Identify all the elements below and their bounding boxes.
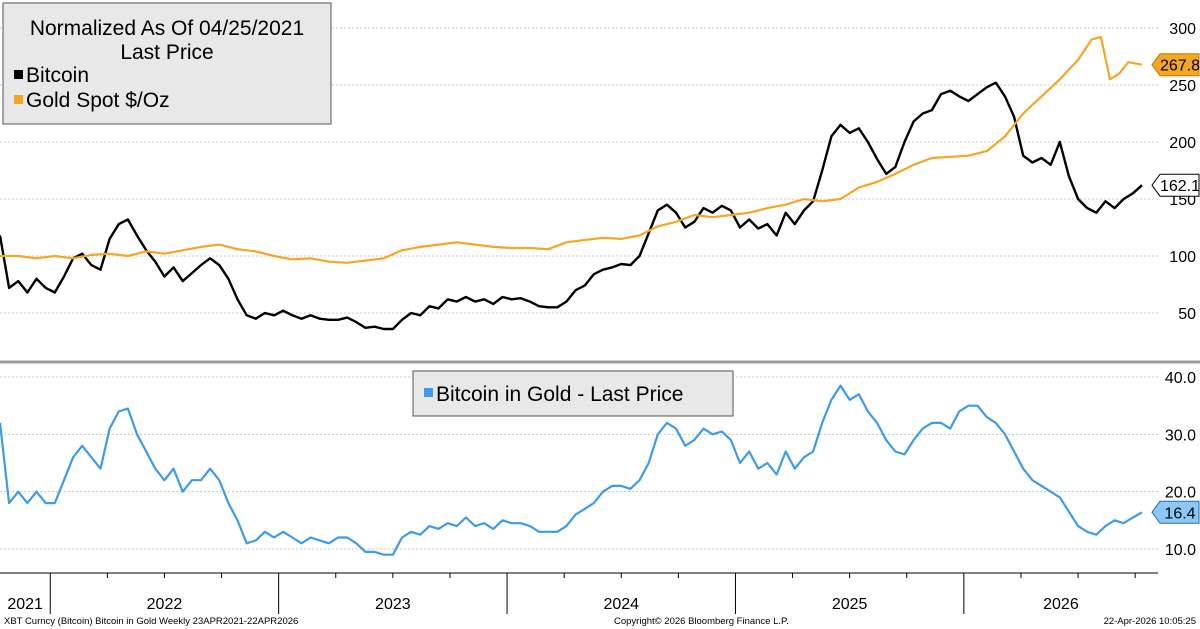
top-y-tick-label: 300 xyxy=(1169,21,1196,38)
bitcoin-in-gold-legend-swatch xyxy=(424,388,433,397)
gold-legend-swatch xyxy=(14,95,23,104)
top-y-tick-label: 50 xyxy=(1178,306,1196,323)
top-chart-subtitle: Last Price xyxy=(120,41,213,64)
bottom-last-value-tag-label: 16.4 xyxy=(1164,505,1195,522)
bottom-last-value-tags: 16.4 xyxy=(1151,500,1200,524)
bitcoin-legend-swatch xyxy=(14,70,23,79)
bottom-series-line xyxy=(0,384,1143,556)
bitcoin-in-gold-legend-label: Bitcoin in Gold - Last Price xyxy=(436,383,683,406)
bitcoin-legend-label: Bitcoin xyxy=(26,64,89,87)
bottom-y-tick-label: 40.0 xyxy=(1165,370,1196,387)
top-series-bitcoin xyxy=(0,81,1143,331)
bottom-y-tick-label: 30.0 xyxy=(1165,427,1196,444)
footer-timestamp: 22-Apr-2026 10:05:25 xyxy=(1103,616,1196,627)
top-y-tick-label: 250 xyxy=(1169,78,1196,95)
top-last-value-tag: 267.8 xyxy=(1151,53,1200,77)
top-last-value-tag-shape xyxy=(1151,53,1200,77)
top-series-gold-spot-oz xyxy=(0,36,1143,264)
bottom-y-tick-label: 10.0 xyxy=(1165,542,1196,559)
top-last-value-tag-shape xyxy=(1151,173,1200,197)
bottom-legend: Bitcoin in Gold - Last Price xyxy=(412,370,734,417)
gold-legend-label: Gold Spot $/Oz xyxy=(26,89,170,112)
bottom-series-bitcoin-in-gold xyxy=(0,384,1143,556)
bottom-last-value-tag: 16.4 xyxy=(1151,500,1200,524)
bottom-gridlines xyxy=(0,376,1158,550)
x-axis-year-label: 2023 xyxy=(375,596,411,613)
top-chart-title: Normalized As Of 04/25/2021 xyxy=(30,17,304,40)
top-last-value-tags: 162.1 267.8 xyxy=(1151,53,1200,197)
x-axis-year-label: 2026 xyxy=(1043,596,1079,613)
top-y-tick-label: 200 xyxy=(1169,135,1196,152)
bottom-panel: 10.0 20.0 30.0 40.0 16.4 xyxy=(0,370,1200,559)
x-axis-ticks: 2021 2022 2023 2024 2025 2026 xyxy=(7,573,1136,614)
top-legend: Normalized As Of 04/25/2021 Last Price B… xyxy=(2,2,332,125)
top-series-lines xyxy=(0,36,1143,331)
x-axis: 2021 2022 2023 2024 2025 2026 xyxy=(0,572,1158,614)
x-axis-year-label: 2021 xyxy=(7,596,43,613)
top-last-value-tag-label: 267.8 xyxy=(1160,58,1200,75)
x-axis-year-label: 2024 xyxy=(603,596,639,613)
x-axis-year-label: 2025 xyxy=(832,596,868,613)
top-last-value-tag: 162.1 xyxy=(1151,173,1200,197)
bottom-y-tick-labels: 10.0 20.0 30.0 40.0 xyxy=(1165,370,1196,559)
footer: XBT Curncy (Bitcoin) Bitcoin in Gold Wee… xyxy=(0,614,1200,629)
footer-source: XBT Curncy (Bitcoin) Bitcoin in Gold Wee… xyxy=(4,616,299,627)
bottom-y-tick-label: 20.0 xyxy=(1165,485,1196,502)
footer-copyright: Copyright© 2026 Bloomberg Finance L.P. xyxy=(614,616,789,627)
x-axis-year-label: 2022 xyxy=(147,596,183,613)
top-y-tick-label: 100 xyxy=(1169,249,1196,266)
bottom-legend-box xyxy=(412,370,734,417)
top-last-value-tag-label: 162.1 xyxy=(1160,178,1200,195)
bottom-last-value-tag-shape xyxy=(1151,500,1200,524)
top-legend-box xyxy=(2,2,332,125)
